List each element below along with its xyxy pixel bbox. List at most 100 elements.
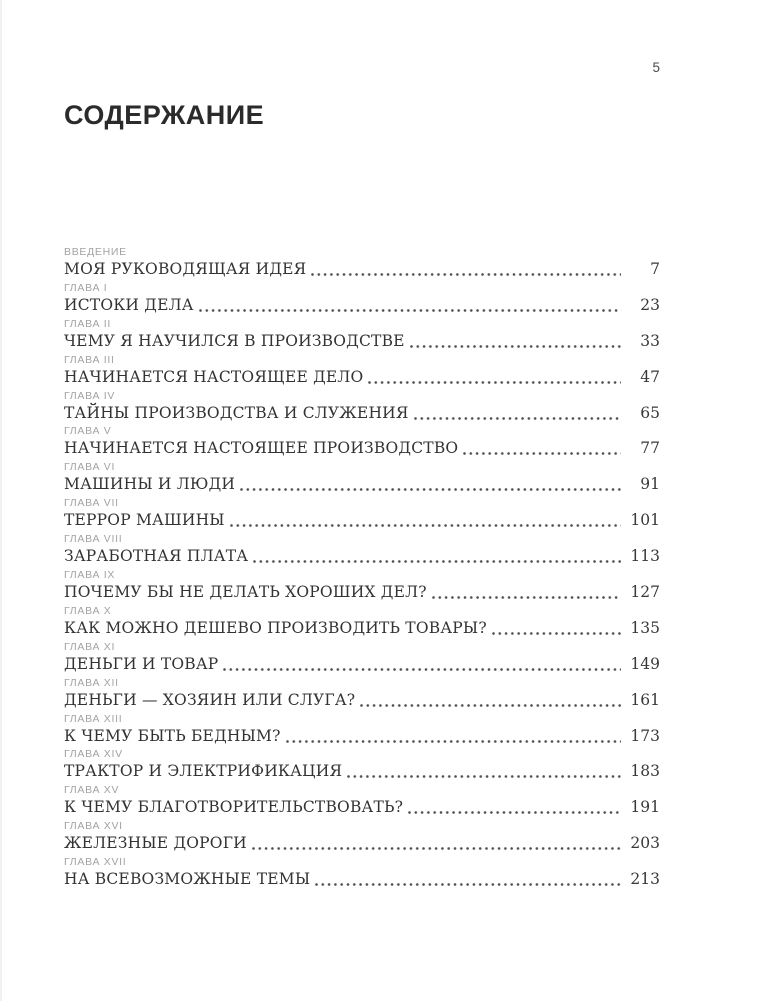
chapter-label: ГЛАВА X (64, 604, 112, 617)
toc-entry-row: НАЧИНАЕТСЯ НАСТОЯЩЕЕ ПРОИЗВОДСТВО 77 (64, 438, 660, 459)
toc-entry: ГЛАВА XVI ЖЕЛЕЗНЫЕ ДОРОГИ 203 (64, 819, 660, 855)
chapter-label: ГЛАВА XIV (64, 748, 123, 761)
dot-leader (368, 379, 621, 385)
chapter-title: КАК МОЖНО ДЕШЕВО ПРОИЗВОДИТЬ ТОВАРЫ? (64, 618, 487, 637)
chapter-page-number: 113 (630, 547, 660, 566)
toc-entry-row: ЖЕЛЕЗНЫЕ ДОРОГИ 203 (64, 833, 660, 854)
chapter-label: ГЛАВА XII (64, 676, 119, 689)
dot-leader (285, 738, 621, 744)
toc-entry: ГЛАВА XII ДЕНЬГИ — ХОЗЯИН ИЛИ СЛУГА? 161 (64, 676, 660, 712)
toc-entry: ГЛАВА VII ТЕРРОР МАШИНЫ 101 (64, 496, 660, 532)
toc-entry-row: НА ВСЕВОЗМОЖНЫЕ ТЕМЫ 213 (64, 869, 660, 890)
toc-entry: ГЛАВА IV ТАЙНЫ ПРОИЗВОДСТВА И СЛУЖЕНИЯ 6… (64, 389, 660, 425)
toc-entry: ГЛАВА XIV ТРАКТОР И ЭЛЕКТРИФИКАЦИЯ 183 (64, 747, 660, 783)
contents-heading: СОДЕРЖАНИЕ (64, 100, 265, 130)
dot-leader (240, 487, 621, 493)
chapter-label: ГЛАВА XV (64, 784, 120, 797)
dot-leader (229, 523, 621, 529)
chapter-label: ГЛАВА XIII (64, 712, 123, 725)
dot-leader (413, 415, 621, 421)
chapter-page-number: 203 (630, 834, 660, 853)
chapter-page-number: 91 (640, 475, 660, 494)
toc-entry-row: НАЧИНАЕТСЯ НАСТОЯЩЕЕ ДЕЛО 47 (64, 367, 660, 388)
toc-entry-row: К ЧЕМУ БЫТЬ БЕДНЫМ? 173 (64, 726, 660, 747)
chapter-page-number: 135 (630, 618, 660, 637)
toc-entry-row: МОЯ РУКОВОДЯЩАЯ ИДЕЯ 7 (64, 259, 660, 280)
toc-entry-row: ЗАРАБОТНАЯ ПЛАТА 113 (64, 546, 660, 567)
chapter-page-number: 47 (640, 367, 660, 386)
toc-list: ВВЕДЕНИЕ МОЯ РУКОВОДЯЩАЯ ИДЕЯ 7 ГЛАВА I … (64, 245, 660, 891)
chapter-label: ГЛАВА VIII (64, 533, 123, 546)
toc-entry-row: ИСТОКИ ДЕЛА 23 (64, 295, 660, 316)
toc-entry-row: ДЕНЬГИ — ХОЗЯИН ИЛИ СЛУГА? 161 (64, 690, 660, 711)
chapter-label: ГЛАВА XVI (64, 820, 123, 833)
toc-entry-row: КАК МОЖНО ДЕШЕВО ПРОИЗВОДИТЬ ТОВАРЫ? 135 (64, 618, 660, 639)
chapter-label: ВВЕДЕНИЕ (64, 246, 127, 258)
dot-leader (198, 307, 621, 313)
toc-entry: ГЛАВА XI ДЕНЬГИ И ТОВАР 149 (64, 640, 660, 676)
chapter-title: ЧЕМУ Я НАУЧИЛСЯ В ПРОИЗВОДСТВЕ (64, 331, 405, 350)
toc-entry: ГЛАВА III НАЧИНАЕТСЯ НАСТОЯЩЕЕ ДЕЛО 47 (64, 353, 660, 389)
dot-leader (409, 343, 621, 349)
chapter-page-number: 173 (630, 726, 660, 745)
chapter-page-number: 101 (630, 511, 660, 530)
dot-leader (408, 810, 621, 816)
toc-entry: ГЛАВА XV К ЧЕМУ БЛАГОТВОРИТЕЛЬСТВОВАТЬ? … (64, 783, 660, 819)
chapter-title: К ЧЕМУ БЛАГОТВОРИТЕЛЬСТВОВАТЬ? (64, 798, 404, 817)
chapter-title: К ЧЕМУ БЫТЬ БЕДНЫМ? (64, 726, 281, 745)
chapter-label: ГЛАВА V (64, 425, 112, 438)
dot-leader (491, 630, 621, 636)
chapter-title: ТРАКТОР И ЭЛЕКТРИФИКАЦИЯ (64, 762, 343, 781)
chapter-title: МОЯ РУКОВОДЯЩАЯ ИДЕЯ (64, 260, 307, 278)
chapter-title: ДЕНЬГИ И ТОВАР (64, 654, 219, 673)
chapter-page-number: 7 (650, 260, 660, 278)
toc-entry: ГЛАВА XVII НА ВСЕВОЗМОЖНЫЕ ТЕМЫ 213 (64, 855, 660, 891)
toc-entry: ВВЕДЕНИЕ МОЯ РУКОВОДЯЩАЯ ИДЕЯ 7 (64, 245, 660, 281)
chapter-title: ПОЧЕМУ БЫ НЕ ДЕЛАТЬ ХОРОШИХ ДЕЛ? (64, 583, 427, 602)
chapter-title: ИСТОКИ ДЕЛА (64, 295, 194, 314)
chapter-label: ГЛАВА VI (64, 461, 116, 474)
toc-entry: ГЛАВА II ЧЕМУ Я НАУЧИЛСЯ В ПРОИЗВОДСТВЕ … (64, 317, 660, 353)
toc-entry-row: ДЕНЬГИ И ТОВАР 149 (64, 654, 660, 675)
toc-entry: ГЛАВА VIII ЗАРАБОТНАЯ ПЛАТА 113 (64, 532, 660, 568)
toc-entry-row: ЧЕМУ Я НАУЧИЛСЯ В ПРОИЗВОДСТВЕ 33 (64, 331, 660, 352)
chapter-page-number: 213 (630, 870, 660, 889)
dot-leader (251, 846, 621, 852)
chapter-page-number: 149 (630, 654, 660, 673)
chapter-title: ДЕНЬГИ — ХОЗЯИН ИЛИ СЛУГА? (64, 690, 356, 709)
chapter-label: ГЛАВА XVII (64, 856, 127, 869)
chapter-page-number: 183 (630, 762, 660, 781)
dot-leader (463, 451, 621, 457)
toc-entry-row: ТАЙНЫ ПРОИЗВОДСТВА И СЛУЖЕНИЯ 65 (64, 403, 660, 424)
dot-leader (431, 595, 621, 601)
chapter-label: ГЛАВА IV (64, 389, 116, 402)
dot-leader (311, 272, 621, 277)
toc-entry-row: К ЧЕМУ БЛАГОТВОРИТЕЛЬСТВОВАТЬ? 191 (64, 797, 660, 818)
chapter-label: ГЛАВА XI (64, 640, 116, 653)
chapter-label: ГЛАВА IX (64, 569, 116, 582)
chapter-label: ГЛАВА I (64, 281, 108, 294)
toc-entry-row: ТЕРРОР МАШИНЫ 101 (64, 510, 660, 531)
chapter-page-number: 33 (640, 331, 660, 350)
chapter-title: ЗАРАБОТНАЯ ПЛАТА (64, 547, 249, 566)
chapter-page-number: 23 (640, 295, 660, 314)
dot-leader (360, 702, 621, 708)
chapter-page-number: 77 (640, 439, 660, 458)
page-folio: 5 (652, 60, 660, 75)
toc-entry: ГЛАВА XIII К ЧЕМУ БЫТЬ БЕДНЫМ? 173 (64, 712, 660, 748)
toc-entry: ГЛАВА I ИСТОКИ ДЕЛА 23 (64, 281, 660, 317)
chapter-title: ТЕРРОР МАШИНЫ (64, 511, 225, 530)
dot-leader (315, 882, 621, 888)
toc-entry-row: ТРАКТОР И ЭЛЕКТРИФИКАЦИЯ 183 (64, 761, 660, 782)
toc-entry-row: МАШИНЫ И ЛЮДИ 91 (64, 474, 660, 495)
chapter-title: МАШИНЫ И ЛЮДИ (64, 475, 236, 494)
chapter-label: ГЛАВА VII (64, 497, 119, 510)
chapter-page-number: 191 (630, 798, 660, 817)
chapter-label: ГЛАВА III (64, 353, 115, 366)
toc-entry: ГЛАВА V НАЧИНАЕТСЯ НАСТОЯЩЕЕ ПРОИЗВОДСТВ… (64, 424, 660, 460)
chapter-title: ЖЕЛЕЗНЫЕ ДОРОГИ (64, 834, 247, 853)
toc-entry: ГЛАВА X КАК МОЖНО ДЕШЕВО ПРОИЗВОДИТЬ ТОВ… (64, 604, 660, 640)
chapter-page-number: 127 (630, 583, 660, 602)
toc-entry-row: ПОЧЕМУ БЫ НЕ ДЕЛАТЬ ХОРОШИХ ДЕЛ? 127 (64, 582, 660, 603)
toc-entry: ГЛАВА IX ПОЧЕМУ БЫ НЕ ДЕЛАТЬ ХОРОШИХ ДЕЛ… (64, 568, 660, 604)
